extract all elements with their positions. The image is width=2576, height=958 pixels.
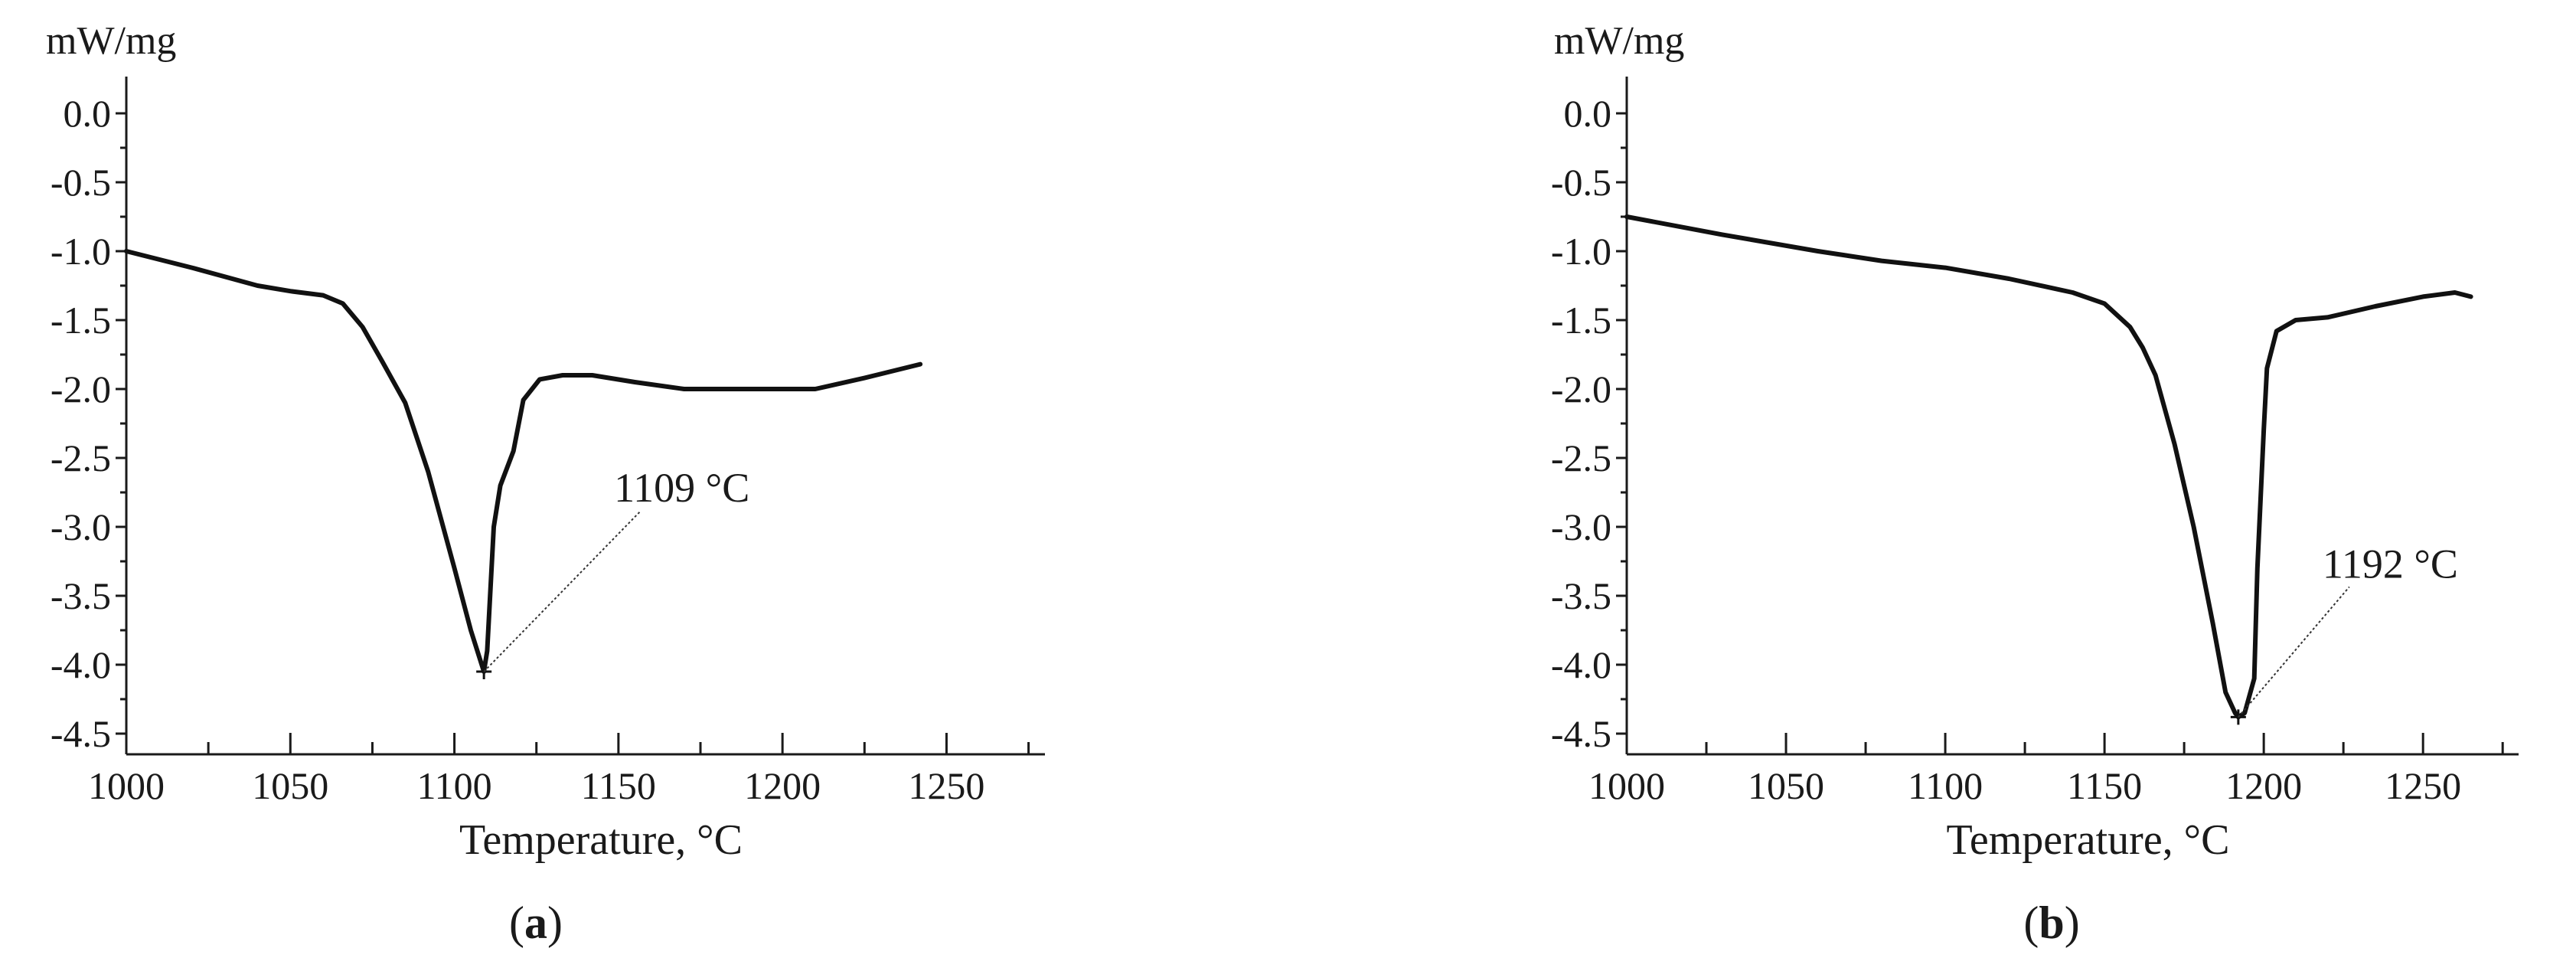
panel-a-x-tick-label: 1050: [252, 764, 328, 807]
panel-b-chart: 0.0 -0.5 -1.0 -1.5 -2.0 -2.5 -3.0 -3.5 -4.0 -4.5 1…: [1551, 19, 2519, 948]
panel-a-x-tick-label: 1150: [581, 764, 656, 807]
panel-a-y-tick-label: 0.0: [64, 92, 112, 135]
panel-a-x-tick-label: 1250: [908, 764, 984, 807]
panel-b-annotation-leader: [2238, 586, 2350, 718]
panel-a-y-tick-label: -2.5: [51, 436, 111, 479]
panel-b-x-tick-label: 1100: [1908, 764, 1983, 807]
panel-a-y-tick-label: -2.0: [51, 368, 111, 410]
panel-a-annotation-leader: [483, 510, 642, 672]
panel-b-x-tick-label: 1050: [1748, 764, 1824, 807]
panel-a-y-tick-label: -1.5: [51, 299, 111, 342]
panel-b-y-tick-label: -4.5: [1551, 712, 1611, 755]
panel-b-y-tick-label: -3.0: [1551, 505, 1611, 548]
panel-b-y-tick-label: -1.0: [1551, 230, 1611, 273]
panel-b-x-tick-label: 1000: [1588, 764, 1665, 807]
panel-a-y-tick-label: -4.0: [51, 643, 111, 686]
panel-b-y-tick-label: -3.5: [1551, 574, 1611, 617]
panel-b-x-tick-label: 1200: [2225, 764, 2302, 807]
panel-b-x-tick-label: 1150: [2067, 764, 2142, 807]
panel-a-x-tick-label: 1000: [88, 764, 165, 807]
panel-a-panel-label: (a): [509, 898, 563, 948]
panel-a-y-tick-label: -1.0: [51, 230, 111, 273]
panel-b-y-tick-label: -0.5: [1551, 161, 1611, 204]
panel-a-y-unit-label: mW/mg: [46, 19, 176, 63]
panel-b-y-tick-label: -2.0: [1551, 368, 1611, 410]
panel-a-x-axis-label: Temperature, °C: [459, 816, 743, 864]
panel-b-x-axis-label: Temperature, °C: [1947, 816, 2230, 864]
panel-a-series-line: [124, 249, 923, 674]
panel-a-y-tick-label: -0.5: [51, 161, 111, 204]
panel-a-x-tick-label: 1100: [416, 764, 491, 807]
panel-a-y-tick-label: -4.5: [51, 712, 111, 755]
panel-a-y-tick-label: -3.5: [51, 574, 111, 617]
panel-a-peak-annotation: 1109 °C: [614, 465, 749, 511]
panel-b-y-tick-label: -4.0: [1551, 643, 1611, 686]
panel-a-x-tick-label: 1200: [744, 764, 821, 807]
panel-b-y-tick-label: -1.5: [1551, 299, 1611, 342]
panel-b-peak-annotation: 1192 °C: [2323, 541, 2458, 587]
panel-a-chart: 0.0 -0.5 -1.0 -1.5 -2.0 -2.5 -3.0 -3.5 -4.0 -4.5 1…: [46, 19, 1045, 948]
panel-a-y-tick-label: -3.0: [51, 505, 111, 548]
panel-b-panel-label: (b): [2023, 898, 2079, 948]
panel-b-series-line: [1624, 214, 2473, 720]
panel-b-y-tick-label: -2.5: [1551, 436, 1611, 479]
panel-b-y-tick-label: 0.0: [1564, 92, 1612, 135]
panel-b-x-tick-label: 1250: [2385, 764, 2461, 807]
panel-b-y-unit-label: mW/mg: [1554, 19, 1684, 63]
